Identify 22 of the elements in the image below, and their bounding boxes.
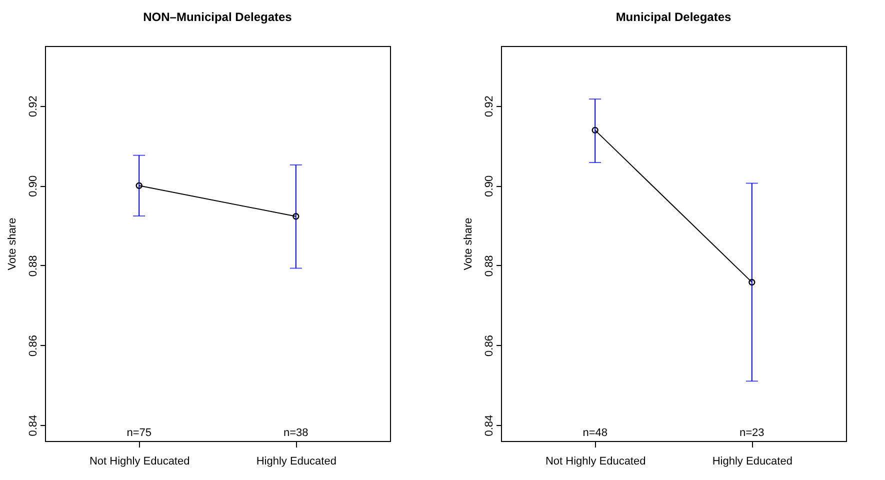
x-tick-label: Highly Educated	[256, 456, 336, 468]
chart-title: NON–Municipal Delegates	[143, 10, 292, 24]
annotation: n=23	[740, 427, 764, 439]
annotation: n=75	[126, 427, 152, 439]
y-tick-label: 0.90	[28, 175, 40, 197]
annotation: n=38	[284, 427, 308, 439]
y-tick-label: 0.84	[484, 414, 496, 436]
chart-title: Municipal Delegates	[616, 10, 732, 24]
x-tick-label: Highly Educated	[712, 456, 792, 468]
y-tick-label: 0.84	[28, 414, 40, 436]
x-tick-label: Not Highly Educated	[89, 456, 190, 468]
y-axis-title: Vote share	[462, 218, 474, 270]
y-tick-label: 0.92	[484, 96, 496, 118]
annotation: n=48	[582, 427, 608, 439]
y-axis-title: Vote share	[6, 218, 18, 270]
y-tick-label: 0.92	[28, 96, 40, 118]
y-tick-label: 0.86	[484, 335, 496, 356]
y-tick-label: 0.86	[28, 335, 40, 356]
y-tick-label: 0.88	[484, 255, 496, 277]
y-tick-label: 0.90	[484, 175, 496, 197]
x-tick-label: Not Highly Educated	[545, 456, 646, 468]
y-tick-label: 0.88	[28, 255, 40, 277]
